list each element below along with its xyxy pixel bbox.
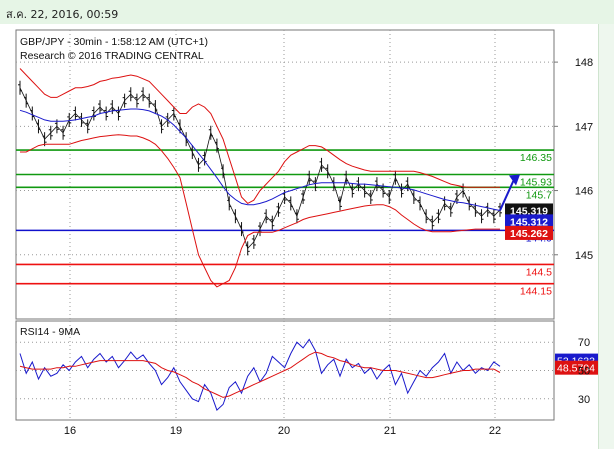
date-bar: ส.ค. 22, 2016, 00:59 <box>0 0 614 24</box>
price-label-box <box>505 214 553 229</box>
level-label: 145.7 <box>526 189 552 201</box>
x-tick-label: 16 <box>64 425 76 437</box>
price-label-box <box>505 225 553 240</box>
forecast-arrow-line <box>499 179 515 211</box>
series-layer <box>18 68 520 288</box>
price-line <box>19 87 501 250</box>
levels-layer: 146.35145.93145.7144.9144.5144.15145.319… <box>16 149 554 298</box>
level-label: 144.15 <box>520 286 552 298</box>
level-label: 145.93 <box>520 177 552 189</box>
chart-subtitle: Research © 2016 TRADING CENTRAL <box>20 50 204 62</box>
rsi-title: RSI14 - 9MA <box>20 326 80 338</box>
axis-layer: 16 19 20 21 22 148 147 146 145 70 50 30 <box>64 57 593 437</box>
level-label: 144.5 <box>526 266 552 278</box>
x-tick-label: 21 <box>384 425 396 437</box>
rsi-y-tick-label: 50 <box>578 366 590 378</box>
price-label-text: 145.312 <box>510 216 548 228</box>
x-tick-label: 22 <box>489 425 501 437</box>
moving-average-line <box>19 108 501 211</box>
price-y-tick-label: 147 <box>575 121 593 133</box>
price-label-box <box>505 203 553 218</box>
upper-band-line <box>19 68 500 205</box>
rsi-layer: 53.163348.5704 <box>19 338 598 411</box>
forecast-arrow-head <box>509 174 520 186</box>
x-tick-label: 19 <box>170 425 182 437</box>
rsi-label-text: 48.5704 <box>557 363 595 375</box>
chart-title: GBP/JPY - 30min - 1:58:12 AM (UTC+1) <box>20 36 208 48</box>
lower-band-line <box>20 134 500 288</box>
timestamp-label: ส.ค. 22, 2016, 00:59 <box>6 8 119 21</box>
level-label: 146.35 <box>520 152 552 164</box>
price-y-tick-label: 146 <box>575 186 593 198</box>
x-tick-label: 20 <box>278 425 290 437</box>
rsi-y-tick-label: 70 <box>578 337 590 349</box>
price-label-text: 145.262 <box>510 228 548 240</box>
rsi-y-tick-label: 30 <box>578 394 590 406</box>
price-y-tick-label: 145 <box>575 250 593 262</box>
rsi-label-box <box>555 360 598 375</box>
price-y-tick-label: 148 <box>575 57 593 69</box>
right-scroll-strip[interactable] <box>598 24 614 449</box>
grid-layer <box>16 30 554 420</box>
rsi-ma-line <box>19 351 501 398</box>
